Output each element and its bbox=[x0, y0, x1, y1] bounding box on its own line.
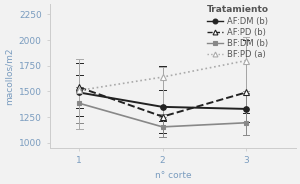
X-axis label: n° corte: n° corte bbox=[154, 171, 191, 180]
Legend: AF:DM (b), AF:PD (b), BF:DM (b), BF:PD (a): AF:DM (b), AF:PD (b), BF:DM (b), BF:PD (… bbox=[207, 6, 268, 59]
Y-axis label: macollos/m2: macollos/m2 bbox=[4, 47, 13, 105]
